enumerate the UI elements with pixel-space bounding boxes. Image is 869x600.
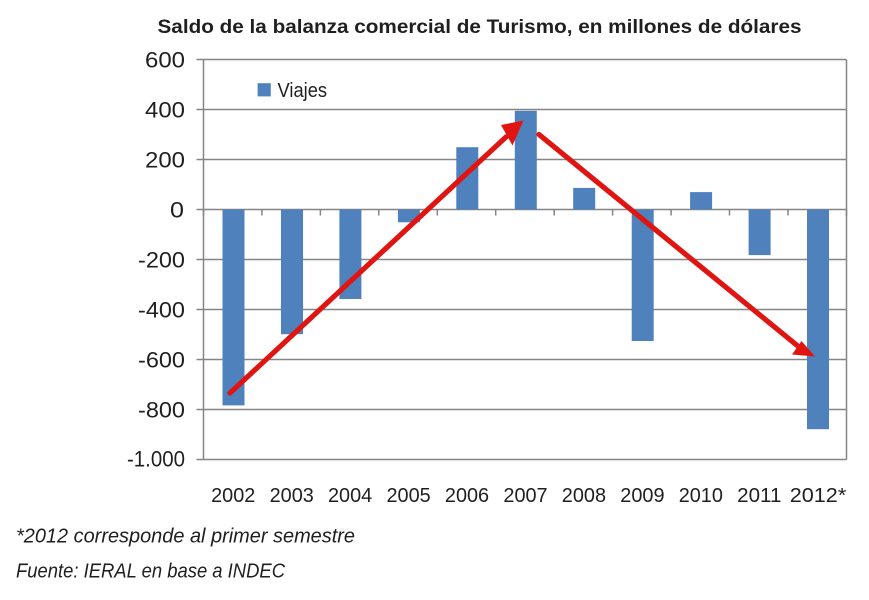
svg-text:Saldo de la balanza comercial: Saldo de la balanza comercial de Turismo… — [158, 17, 802, 38]
svg-text:2002: 2002 — [211, 485, 255, 507]
svg-text:2012*: 2012* — [790, 485, 847, 507]
svg-text:-1.000: -1.000 — [127, 446, 185, 471]
svg-text:400: 400 — [145, 97, 185, 122]
svg-text:2010: 2010 — [679, 485, 723, 507]
svg-text:Viajes: Viajes — [278, 79, 328, 102]
svg-text:200: 200 — [145, 147, 185, 172]
svg-text:2005: 2005 — [387, 485, 431, 507]
svg-text:-800: -800 — [138, 397, 185, 422]
svg-text:0: 0 — [170, 197, 184, 222]
svg-text:-600: -600 — [138, 347, 185, 372]
svg-text:2004: 2004 — [328, 485, 372, 507]
svg-text:Fuente: IERAL en base a INDEC: Fuente: IERAL en base a INDEC — [16, 560, 286, 582]
svg-text:2011: 2011 — [737, 485, 781, 507]
svg-text:2008: 2008 — [562, 485, 606, 507]
svg-text:2007: 2007 — [503, 485, 547, 507]
svg-text:2009: 2009 — [620, 485, 664, 507]
svg-text:-200: -200 — [138, 247, 185, 272]
svg-text:-400: -400 — [138, 297, 185, 322]
svg-text:*2012 corresponde al primer se: *2012 corresponde al primer semestre — [16, 526, 355, 548]
svg-text:2006: 2006 — [445, 485, 489, 507]
svg-text:2003: 2003 — [270, 485, 314, 507]
svg-text:600: 600 — [145, 47, 185, 72]
